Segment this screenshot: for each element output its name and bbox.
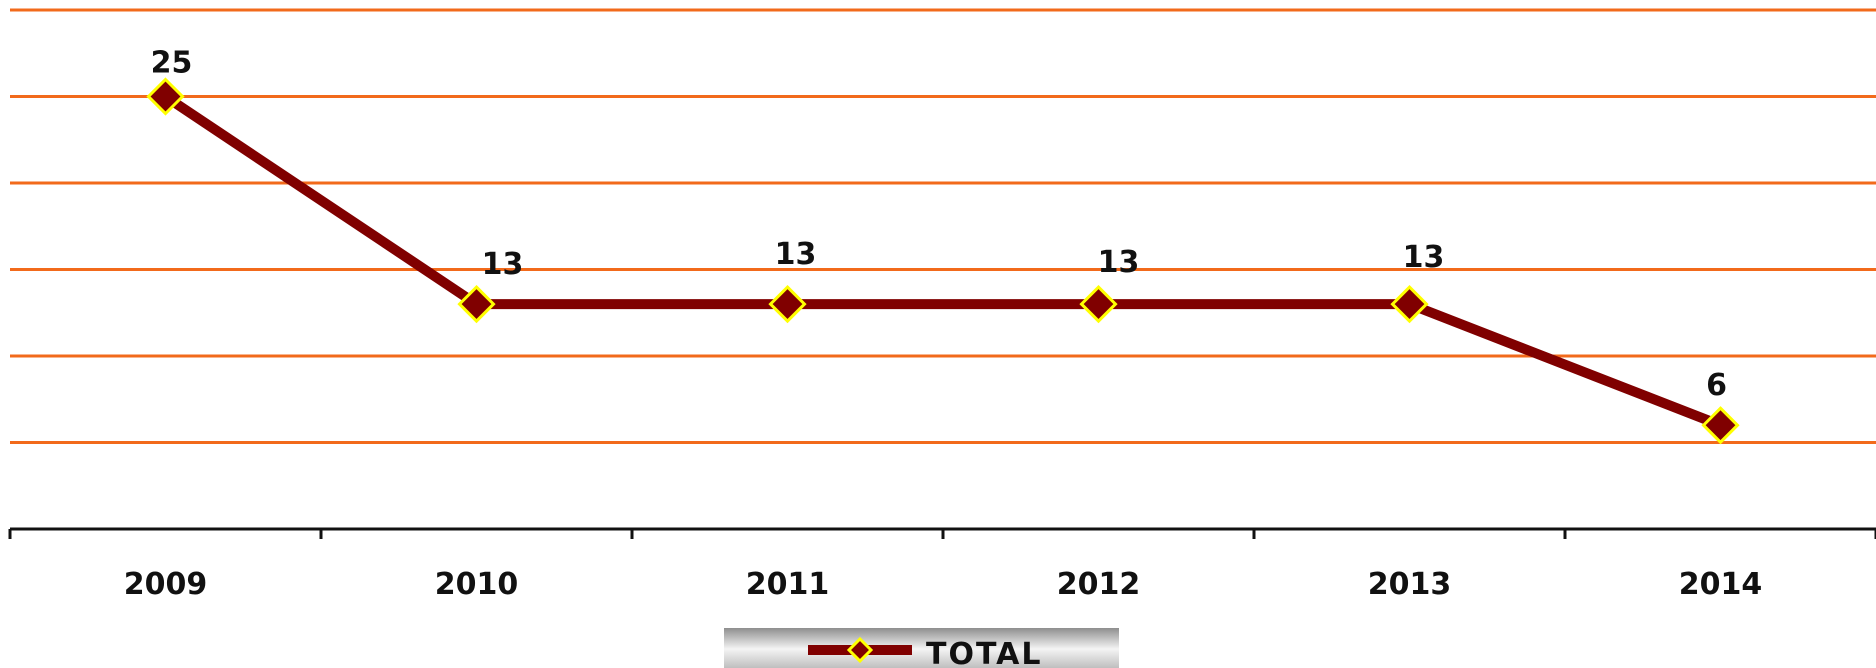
data-point-2011 (768, 284, 807, 324)
data-point-2014 (1701, 406, 1740, 445)
series-line-total (162, 92, 1723, 430)
x-tick-label-2011: 2011 (746, 567, 830, 602)
gridlines (10, 8, 1876, 444)
series-line-path (162, 92, 1723, 430)
series-markers (146, 77, 1740, 445)
x-tick-label-2012: 2012 (1057, 567, 1141, 602)
data-point-2013 (1390, 284, 1429, 324)
data-point-2009 (146, 77, 185, 116)
x-tick-label-2013: 2013 (1368, 567, 1452, 602)
data-label-2013: 13 (1403, 240, 1445, 275)
data-label-2009: 25 (151, 46, 193, 81)
legend-label-total: TOTAL (926, 637, 1042, 668)
data-label-2010: 13 (482, 247, 524, 282)
x-tick-label-2014: 2014 (1679, 567, 1763, 602)
data-label-2014: 6 (1706, 368, 1727, 403)
data-label-2011: 13 (775, 237, 817, 272)
legend: TOTAL (724, 628, 1119, 668)
x-tick-labels: 2009 2010 2011 2012 2013 2014 (124, 567, 1763, 602)
data-point-2012 (1079, 284, 1118, 324)
x-tick-label-2009: 2009 (124, 567, 208, 602)
legend-marker-swatch (846, 636, 874, 664)
data-point-2010 (457, 284, 496, 324)
x-tick-label-2010: 2010 (435, 567, 519, 602)
x-axis (8, 527, 1876, 539)
data-labels: 25 13 13 13 13 6 (151, 46, 1727, 404)
legend-box (724, 628, 1119, 668)
data-label-2012: 13 (1098, 245, 1140, 280)
